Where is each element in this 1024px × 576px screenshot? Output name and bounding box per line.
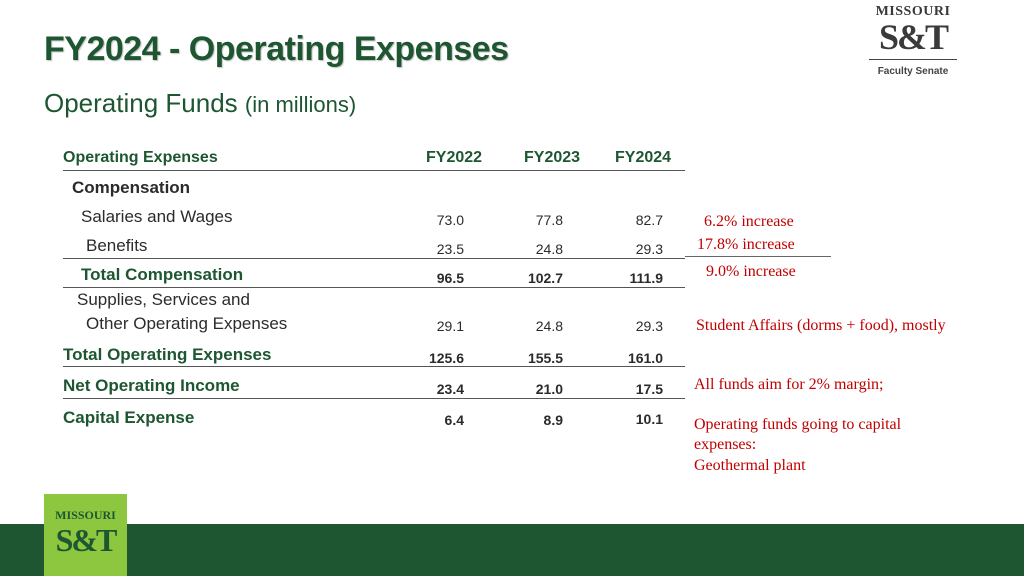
total-comp-label: Total Compensation	[81, 265, 244, 284]
supplies-label-line2: Other Operating Expenses	[86, 314, 288, 333]
benefits-fy2022: 23.5	[436, 241, 464, 257]
salaries-fy2024: 82.7	[635, 212, 663, 228]
capital-label: Capital Expense	[63, 408, 195, 427]
note-margin: All funds aim for 2% margin;	[694, 376, 884, 393]
supplies-fy2024: 29.3	[635, 318, 663, 334]
note-benefits-increase: 17.8% increase	[697, 236, 795, 253]
note-salaries-increase: 6.2% increase	[704, 213, 794, 230]
slide-subtitle: Operating Funds (in millions)	[44, 88, 356, 119]
subtitle-main: Operating Funds	[44, 88, 238, 118]
net-income-label: Net Operating Income	[63, 376, 240, 395]
benefits-rule	[63, 258, 685, 259]
net-income-fy2024: 17.5	[635, 381, 663, 397]
net-income-fy2022: 23.4	[436, 381, 464, 397]
header-fy2024: FY2024	[615, 149, 672, 166]
compensation-label: Compensation	[72, 178, 191, 197]
slide-title: FY2024 - Operating Expenses	[44, 30, 509, 68]
footer-logo-missouri-text: MISSOURI	[55, 508, 116, 522]
capital-fy2022: 6.4	[444, 412, 464, 428]
total-opex-rule	[63, 366, 685, 367]
salaries-fy2023: 77.8	[535, 212, 563, 228]
logo-snt-text: S&T	[878, 17, 949, 57]
header-rule	[63, 170, 685, 171]
logo-missouri-text: MISSOURI	[875, 4, 951, 19]
net-income-fy2023: 21.0	[535, 381, 563, 397]
note-capital-line2: expenses:	[694, 436, 757, 453]
footer-band	[0, 524, 1024, 576]
benefits-fy2023: 24.8	[535, 241, 563, 257]
salaries-label: Salaries and Wages	[81, 207, 233, 226]
salaries-fy2022: 73.0	[436, 212, 464, 228]
footer-logo-snt-text: S&T	[55, 522, 118, 558]
logo-faculty-senate-text: Faculty Senate	[877, 66, 949, 77]
total-comp-fy2023: 102.7	[527, 270, 563, 286]
capital-fy2024: 10.1	[635, 411, 663, 427]
missouri-st-faculty-senate-logo: MISSOURI S&T Faculty Senate	[868, 2, 958, 96]
subtitle-units: (in millions)	[244, 92, 357, 117]
note-rule	[685, 256, 831, 257]
supplies-label-line1: Supplies, Services and	[77, 290, 250, 309]
missouri-st-footer-logo: MISSOURI S&T	[44, 494, 127, 576]
supplies-fy2022: 29.1	[436, 318, 464, 334]
header-fy2023: FY2023	[524, 149, 581, 166]
note-total-comp-increase: 9.0% increase	[706, 263, 796, 280]
capital-fy2023: 8.9	[543, 412, 563, 428]
total-opex-label: Total Operating Expenses	[63, 345, 272, 364]
total-comp-fy2022: 96.5	[436, 270, 464, 286]
benefits-label: Benefits	[86, 236, 148, 255]
benefits-fy2024: 29.3	[635, 241, 663, 257]
total-comp-rule	[63, 287, 685, 288]
total-comp-fy2024: 111.9	[629, 270, 664, 286]
note-capital-line1: Operating funds going to capital	[694, 416, 902, 433]
header-fy2022: FY2022	[426, 149, 483, 166]
total-opex-fy2023: 155.5	[527, 350, 563, 366]
net-income-rule	[63, 398, 685, 399]
header-operating-expenses: Operating Expenses	[63, 149, 218, 166]
supplies-fy2023: 24.8	[535, 318, 563, 334]
total-opex-fy2024: 161.0	[627, 350, 663, 366]
logo-divider	[869, 59, 957, 60]
note-supplies: Student Affairs (dorms + food), mostly	[696, 317, 946, 334]
note-capital-line3: Geothermal plant	[694, 457, 806, 474]
total-opex-fy2022: 125.6	[428, 350, 464, 366]
